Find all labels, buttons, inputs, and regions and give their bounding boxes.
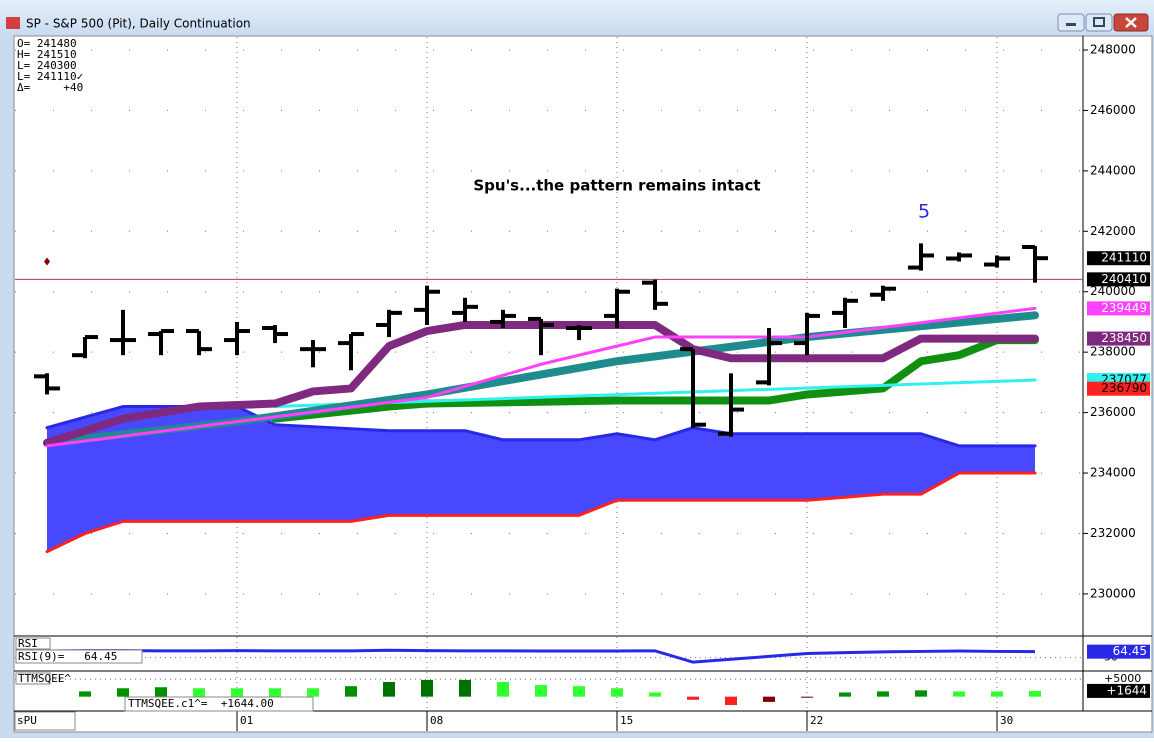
price-label-box (1087, 251, 1150, 266)
histogram-bar (801, 696, 813, 698)
y-tick-label: 232000 (1090, 526, 1136, 540)
indicator-line (43, 320, 1039, 447)
y-tick-label: 246000 (1090, 103, 1136, 117)
histogram-bar (687, 696, 699, 700)
x-tick-label: 15 (620, 714, 633, 727)
readout-line: L= 240300 (17, 59, 77, 72)
minimize-button[interactable] (1057, 13, 1085, 32)
price-label: 240410 (1101, 272, 1147, 286)
histogram-bar (421, 679, 433, 697)
x-tick-label: 22 (810, 714, 823, 727)
price-label: 238450 (1101, 331, 1147, 345)
histogram-bar (573, 686, 585, 697)
histogram-bar (193, 688, 205, 697)
histogram-bar (877, 691, 889, 697)
plot (15, 243, 1083, 706)
price-label-box (1087, 381, 1150, 396)
y-tick-label: 236000 (1090, 405, 1136, 419)
panel-label: RSI (18, 637, 38, 650)
y-tick-label: +5000 (1104, 672, 1141, 685)
readout-line: L= 241110✓ (17, 70, 83, 83)
histogram-bar (497, 681, 509, 697)
histogram-bar (611, 688, 623, 697)
annotation: Spu's...the pattern remains intact (473, 177, 760, 195)
price-label-box (1087, 331, 1150, 346)
indicator-line (271, 336, 1039, 423)
readout-line: Δ= +40 (17, 81, 83, 94)
histogram-bar (155, 687, 167, 697)
marker (44, 257, 50, 266)
y-tick-label: 244000 (1090, 163, 1136, 177)
close-icon (1125, 17, 1137, 28)
price-label: 241110 (1101, 251, 1147, 265)
panel-readout: RSI(9)= 64.45 (18, 650, 117, 663)
maximize-icon (1093, 17, 1105, 27)
symbol: sPU (17, 714, 37, 727)
x-tick-label: 30 (1000, 714, 1013, 727)
y-tick-label: 230000 (1090, 586, 1136, 600)
price-label: 236790 (1101, 381, 1147, 395)
value-label: 64.45 (1113, 644, 1147, 658)
panel-label-box (15, 637, 51, 650)
histogram-bar (269, 688, 281, 697)
readout-line: O= 241480 (17, 37, 77, 50)
title-bar (0, 0, 1154, 36)
maximize-button[interactable] (1085, 13, 1113, 32)
readout-line: H= 241510 (17, 48, 77, 61)
symbol-box[interactable] (14, 711, 76, 731)
rsi-line (46, 648, 1036, 664)
histogram-bar (535, 685, 547, 697)
histogram-bar (649, 692, 661, 697)
annotation: 5 (918, 201, 930, 223)
histogram-bar (117, 688, 129, 697)
histogram-bar (763, 696, 775, 702)
panel-label: TTMSQEE^ (18, 672, 71, 685)
y-tick-label: 242000 (1090, 224, 1136, 238)
histogram-bar (459, 679, 471, 697)
minimize-icon (1066, 23, 1076, 26)
value-box (1087, 683, 1150, 698)
band-fill (47, 406, 1035, 552)
histogram-bar (345, 686, 357, 697)
histogram-bar (725, 696, 737, 706)
histogram-bar (383, 681, 395, 697)
window-title: SP - S&P 500 (Pit), Daily Continuation (26, 17, 251, 31)
value-label: +1644 (1106, 683, 1147, 697)
app-icon (6, 17, 20, 29)
histogram-bar (991, 691, 1003, 697)
histogram-bar (231, 688, 243, 697)
histogram-bar (79, 691, 91, 697)
readout-box (124, 696, 314, 712)
y-tick-label: 248000 (1090, 42, 1136, 56)
histogram-bar (953, 691, 965, 697)
y-tick-label: 240000 (1090, 284, 1136, 298)
value-box (1087, 644, 1150, 659)
readout-box (15, 649, 143, 664)
panel-label-box (15, 672, 51, 685)
price-label: 239449 (1101, 301, 1147, 315)
chart-panel (13, 35, 1153, 733)
x-tick-label: 08 (430, 714, 443, 727)
histogram-bar (839, 692, 851, 697)
indicator-line (45, 471, 1037, 554)
price-label-box (1087, 272, 1150, 287)
price-label-box (1087, 301, 1150, 316)
panel-readout: TTMSQEE.c1^= +1644.00 (128, 697, 274, 710)
y-tick-label: 238000 (1090, 345, 1136, 359)
y-tick-label: 234000 (1090, 466, 1136, 480)
histogram-bar (307, 688, 319, 697)
x-tick-label: 01 (240, 714, 253, 727)
histogram-bar (915, 690, 927, 697)
grid (15, 37, 1088, 731)
histogram-bar (1029, 690, 1041, 697)
